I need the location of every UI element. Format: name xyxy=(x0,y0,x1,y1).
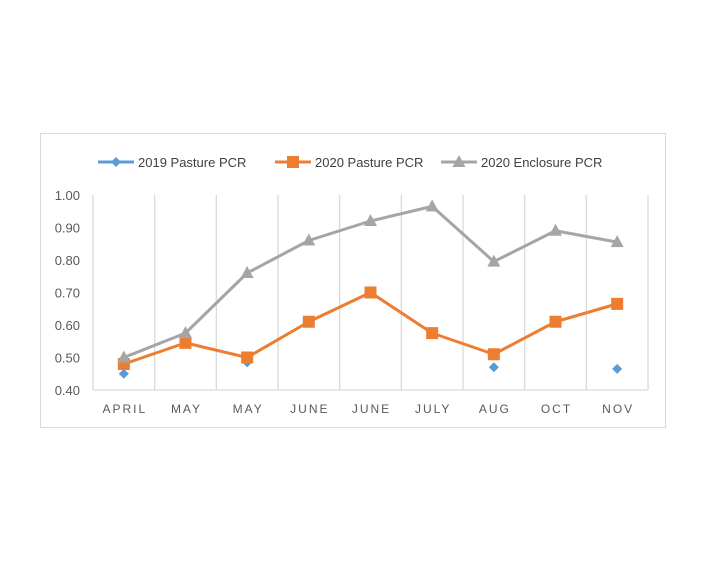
triangle-marker xyxy=(487,254,501,267)
legend-label: 2020 Pasture PCR xyxy=(315,155,423,170)
chart-legend: 2019 Pasture PCR 2020 Pasture PCR 2020 Enc… xyxy=(98,155,602,170)
triangle-marker xyxy=(425,199,439,212)
square-marker xyxy=(549,315,562,328)
x-tick-label: MAY xyxy=(171,402,202,416)
diamond-marker xyxy=(488,362,499,373)
x-tick-label: AUG xyxy=(479,402,511,416)
x-tick-label: NOV xyxy=(602,402,634,416)
triangle-marker xyxy=(549,223,562,236)
x-tick-label: JULY xyxy=(415,402,451,416)
y-tick-label: 0.80 xyxy=(55,253,80,268)
legend-label: 2019 Pasture PCR xyxy=(138,155,246,170)
y-tick-label: 0.50 xyxy=(55,351,80,366)
diamond-marker xyxy=(612,363,623,374)
triangle-marker xyxy=(179,326,192,339)
y-tick-label: 0.60 xyxy=(55,318,80,333)
series-2020-pasture-pcr xyxy=(117,286,624,370)
x-axis: APRIL MAY MAY JUNE JUNE JULY AUG OCT NOV xyxy=(102,402,634,416)
x-tick-label: JUNE xyxy=(290,402,329,416)
legend-item: 2019 Pasture PCR xyxy=(98,155,246,170)
square-marker xyxy=(287,156,299,168)
y-tick-label: 0.40 xyxy=(55,383,80,398)
square-marker xyxy=(611,297,624,310)
y-axis: 0.40 0.50 0.60 0.70 0.80 0.90 1.00 xyxy=(55,188,80,398)
legend-item: 2020 Pasture PCR xyxy=(275,155,423,170)
legend-item: 2020 Enclosure PCR xyxy=(441,155,602,170)
triangle-marker xyxy=(364,214,377,226)
chart-frame xyxy=(40,133,666,428)
series-2020-enclosure-pcr xyxy=(117,199,624,363)
diamond-marker xyxy=(118,368,129,379)
square-marker xyxy=(487,348,500,361)
series-2019-pasture-pcr xyxy=(118,357,623,379)
x-tick-label: OCT xyxy=(541,402,572,416)
y-tick-label: 0.90 xyxy=(55,221,80,236)
triangle-marker xyxy=(240,266,254,278)
y-tick-label: 0.70 xyxy=(55,286,80,301)
triangle-marker xyxy=(610,235,624,248)
chart-series xyxy=(117,199,624,379)
triangle-marker xyxy=(302,233,316,246)
diamond-marker xyxy=(111,157,121,167)
square-marker xyxy=(241,351,254,364)
series-line xyxy=(123,204,618,359)
x-tick-label: JUNE xyxy=(352,402,391,416)
series-line xyxy=(123,291,618,366)
chart-gridlines xyxy=(92,195,649,391)
square-marker xyxy=(302,315,315,328)
y-tick-label: 1.00 xyxy=(55,188,80,203)
x-tick-label: MAY xyxy=(233,402,264,416)
square-marker xyxy=(364,286,377,299)
square-marker xyxy=(179,336,192,349)
x-tick-label: APRIL xyxy=(102,402,147,416)
triangle-marker xyxy=(117,350,131,363)
triangle-marker xyxy=(452,155,466,167)
square-marker xyxy=(426,327,439,340)
legend-label: 2020 Enclosure PCR xyxy=(481,155,602,170)
